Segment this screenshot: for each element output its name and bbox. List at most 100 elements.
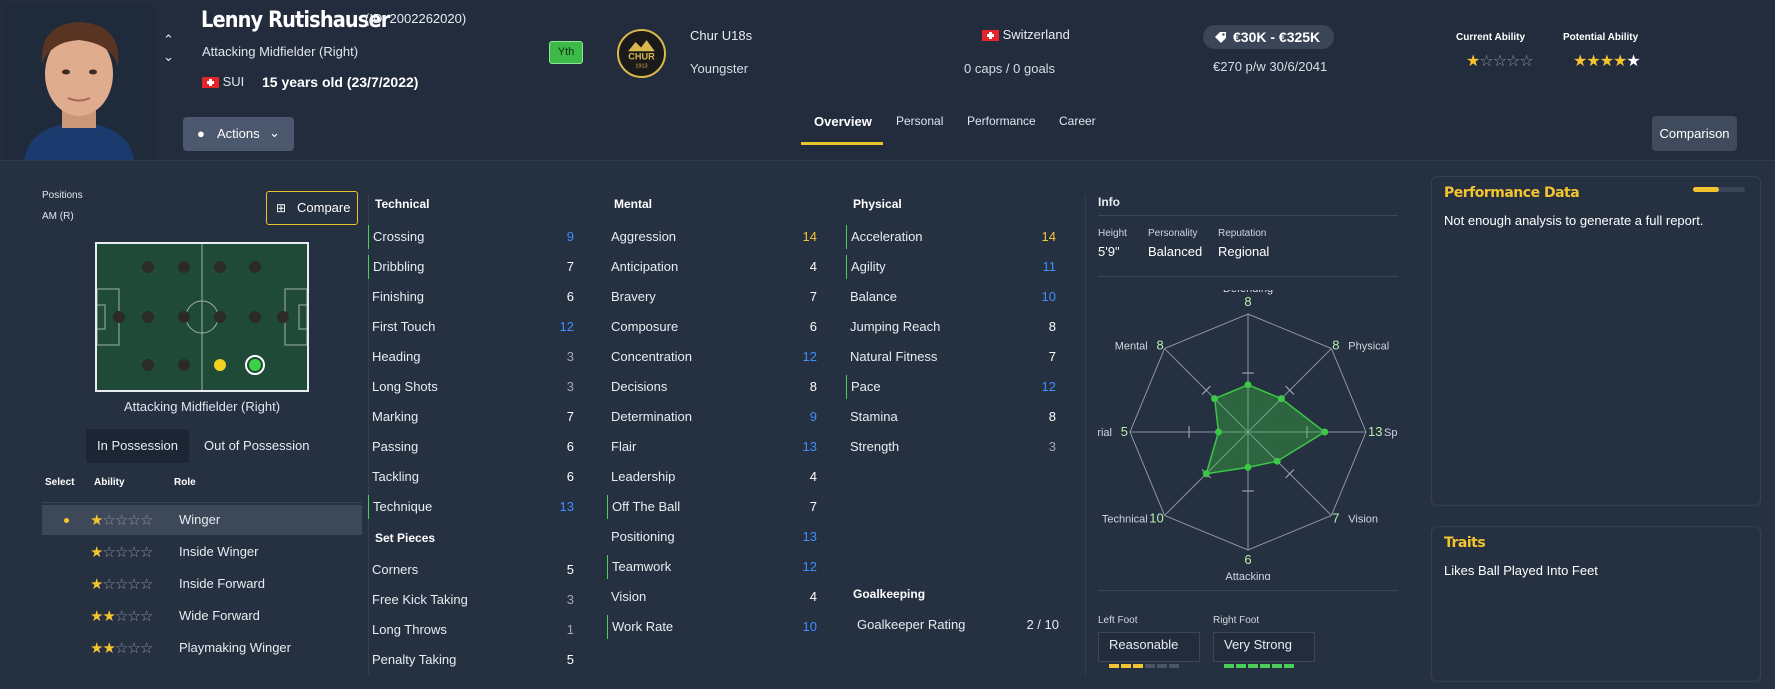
attribute-row[interactable]: Anticipation 4 [607, 255, 821, 279]
pitch-position-dot[interactable] [214, 311, 226, 323]
club-name[interactable]: Chur U18s [690, 28, 753, 43]
radar-data-area [1205, 383, 1327, 475]
attribute-value: 4 [809, 469, 817, 484]
star-empty-icon: ☆ [127, 607, 140, 625]
pitch-position-dot[interactable] [178, 261, 190, 273]
attribute-row[interactable]: Concentration 12 [607, 345, 821, 369]
star-full-icon: ★ [1586, 51, 1600, 70]
attribute-row[interactable]: Aggression 14 [607, 225, 821, 249]
club-crest-icon[interactable]: CHUR 1913 [617, 29, 666, 78]
attribute-row[interactable]: Work Rate 10 [607, 615, 821, 639]
attribute-row[interactable]: Decisions 8 [607, 375, 821, 399]
pitch-position-dot[interactable] [249, 311, 261, 323]
attribute-row[interactable]: Corners 5 [368, 558, 578, 582]
role-row[interactable]: ★★☆☆☆ Wide Forward [42, 601, 362, 631]
radar-axis-label: Physical [1348, 341, 1389, 353]
attribute-name: Balance [850, 289, 897, 304]
pitch-position-dot[interactable] [142, 261, 154, 273]
info-title: Info [1098, 195, 1120, 209]
foot-strength-bar [1145, 664, 1155, 668]
pitch-position-dot[interactable] [249, 261, 261, 273]
actions-button[interactable]: ● Actions ⌄ [183, 117, 294, 151]
attribute-row[interactable]: Pace 12 [846, 375, 1060, 399]
role-label: Inside Winger [179, 544, 259, 559]
foot-strength-bar [1121, 664, 1131, 668]
selected-dot-icon [64, 518, 69, 523]
attribute-row[interactable]: Tackling 6 [368, 465, 578, 489]
attribute-row[interactable]: Finishing 6 [368, 285, 578, 309]
attribute-name: Marking [372, 409, 419, 424]
pitch-position-dot[interactable] [142, 311, 154, 323]
chevron-down-icon[interactable]: ⌄ [163, 50, 174, 65]
radar-axis-value: 8 [1332, 338, 1339, 353]
attribute-value: 5 [566, 652, 574, 667]
pitch-position-dot[interactable] [142, 359, 154, 371]
role-ability-stars: ★☆☆☆☆ [90, 511, 153, 529]
tab-out-of-possession[interactable]: Out of Possession [204, 438, 310, 453]
pitch-position-dot-selected[interactable] [249, 359, 261, 371]
goalkeeper-rating-value: 2 / 10 [1026, 617, 1059, 632]
comparison-button[interactable]: Comparison [1652, 116, 1737, 151]
attribute-row[interactable]: Acceleration 14 [846, 225, 1060, 249]
attribute-row[interactable]: Agility 11 [846, 255, 1060, 279]
attribute-row[interactable]: Crossing 9 [368, 225, 578, 249]
pitch-position-dot[interactable] [178, 311, 190, 323]
attribute-row[interactable]: Technique 13 [368, 495, 578, 519]
attribute-row[interactable]: Teamwork 12 [607, 555, 821, 579]
role-ability-stars: ★☆☆☆☆ [90, 543, 153, 561]
attribute-row[interactable]: Leadership 4 [607, 465, 821, 489]
goalkeeper-rating-row[interactable]: Goalkeeper Rating 2 / 10 [853, 613, 1063, 637]
role-row[interactable]: ★☆☆☆☆ Inside Winger [42, 537, 362, 567]
attribute-row[interactable]: Long Throws 1 [368, 618, 578, 642]
role-row[interactable]: ★★☆☆☆ Playmaking Winger [42, 633, 362, 663]
pitch-position-dot[interactable] [214, 261, 226, 273]
attribute-row[interactable]: Vision 4 [607, 585, 821, 609]
attribute-value: 9 [809, 409, 817, 424]
attribute-row[interactable]: Free Kick Taking 3 [368, 588, 578, 612]
attribute-row[interactable]: Dribbling 7 [368, 255, 578, 279]
compare-button[interactable]: ⊞ Compare [266, 191, 358, 225]
chevron-up-icon[interactable]: ⌃ [163, 33, 174, 48]
attribute-row[interactable]: Determination 9 [607, 405, 821, 429]
radar-axis-value: 8 [1156, 338, 1163, 353]
attribute-row[interactable]: Passing 6 [368, 435, 578, 459]
attribute-row[interactable]: Long Shots 3 [368, 375, 578, 399]
attribute-row[interactable]: First Touch 12 [368, 315, 578, 339]
pitch-position-dot[interactable] [113, 311, 125, 323]
role-row[interactable]: ★☆☆☆☆ Inside Forward [42, 569, 362, 599]
divider [1098, 215, 1398, 216]
attribute-row[interactable]: Composure 6 [607, 315, 821, 339]
radar-data-point [1215, 428, 1222, 436]
caps-goals: 0 caps / 0 goals [964, 61, 1056, 76]
pitch-position-dot-natural[interactable] [214, 359, 226, 371]
role-row[interactable]: ★☆☆☆☆ Winger [42, 505, 362, 535]
tab-in-possession[interactable]: In Possession [86, 429, 189, 463]
attribute-row[interactable]: Penalty Taking 5 [368, 648, 578, 672]
attribute-row[interactable]: Balance 10 [846, 285, 1060, 309]
attribute-row[interactable]: Stamina 8 [846, 405, 1060, 429]
star-full-icon: ★ [1613, 51, 1627, 70]
attribute-row[interactable]: Bravery 7 [607, 285, 821, 309]
tab-personal[interactable]: Personal [896, 114, 944, 128]
country[interactable]: Switzerland [982, 27, 1070, 42]
left-foot-box: Reasonable [1098, 632, 1200, 668]
attribute-row[interactable]: Natural Fitness 7 [846, 345, 1060, 369]
role-ability-stars: ★★☆☆☆ [90, 639, 153, 657]
attribute-row[interactable]: Strength 3 [846, 435, 1060, 459]
foot-strength-bar [1133, 664, 1143, 668]
attribute-row[interactable]: Positioning 13 [607, 525, 821, 549]
attribute-name: Vision [611, 589, 647, 604]
pitch-position-dot[interactable] [277, 311, 289, 323]
performance-progress-fill [1693, 187, 1719, 192]
tab-career[interactable]: Career [1059, 114, 1096, 128]
attribute-row[interactable]: Marking 7 [368, 405, 578, 429]
swiss-flag-icon [982, 30, 999, 42]
pitch-position-dot[interactable] [178, 359, 190, 371]
tab-overview[interactable]: Overview [814, 114, 872, 129]
attribute-value: 7 [566, 259, 574, 274]
attribute-row[interactable]: Jumping Reach 8 [846, 315, 1060, 339]
tab-performance[interactable]: Performance [967, 114, 1036, 128]
attribute-row[interactable]: Heading 3 [368, 345, 578, 369]
attribute-row[interactable]: Off The Ball 7 [607, 495, 821, 519]
attribute-row[interactable]: Flair 13 [607, 435, 821, 459]
